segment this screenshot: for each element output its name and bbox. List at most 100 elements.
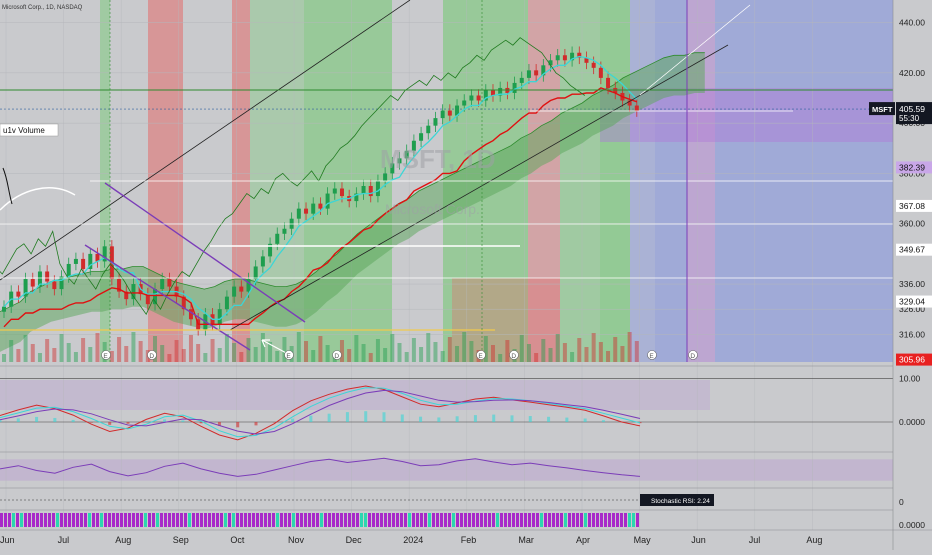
osc-band [0,380,710,410]
stoch-bar [284,513,287,527]
volume-bar [37,353,42,362]
candle-body [354,193,359,202]
stoch-rsi-tooltip-text: Stochastic RSI: 2.24 [651,498,710,505]
stoch-bar [0,513,3,527]
volume-bar [469,341,474,362]
rsi-line [0,457,641,477]
histogram-bar [510,415,514,422]
time-tick-label: Jul [58,535,70,545]
stoch-bar [476,513,479,527]
event-marker [688,350,698,360]
stoch-bar [176,513,179,527]
stoch-bar [40,513,43,527]
price-axis[interactable]: 440.00420.00400.00380.00360.00336.00326.… [869,0,932,550]
watermark-symbol: MSFT, 1D [380,144,496,174]
histogram-bar [565,417,569,422]
volume-bar [203,353,208,362]
stoch-bar [576,513,579,527]
stoch-bar [220,513,223,527]
volume-bar [584,347,589,362]
volume-bar [383,348,388,362]
histogram-bar [163,419,167,422]
stoch-bar [528,513,531,527]
histogram-bar [492,414,496,422]
channel-line-upper [104,182,306,323]
time-axis[interactable]: Jun Jul Aug Sep Oct Nov Dec 2024 Feb Mar Apr May Jun… [0,529,932,545]
volume-bar [541,339,546,362]
stoch-bar [532,513,535,527]
stoch-bar [256,513,259,527]
volume-bar [167,354,172,362]
stoch-bar [12,513,15,527]
stoch-bar [44,513,47,527]
event-marker [647,350,657,360]
stoch-bar [260,513,263,527]
stoch-bar [352,513,355,527]
stoch-bar [452,513,455,527]
stoch-bar [420,513,423,527]
volume-bar [534,353,539,362]
histogram-bar [382,412,386,422]
stoch-bar [488,513,491,527]
event-marker-label: E [286,353,291,360]
volume-bar [462,332,467,362]
candle-body [555,55,560,61]
stoch-bar [396,513,399,527]
stoch-bar [456,513,459,527]
bar-countdown: 55:30 [899,114,920,123]
volume-bar [390,334,395,362]
candle-body [275,233,280,244]
candle-body [332,188,337,194]
trendline-lower [229,44,729,331]
volume-bar [52,348,57,362]
candle-body [534,70,539,76]
candle-body [476,95,481,101]
volume-bar [88,347,93,362]
candle-body [606,77,611,88]
stoch-tick-label: 0 [899,497,904,507]
volume-bar [490,345,495,362]
volume-bar [577,338,582,362]
volume-bar [375,339,380,362]
candle-body [239,286,244,292]
volume-bar [627,332,632,362]
stoch-bar [164,513,167,527]
stoch-bar [508,513,511,527]
stoch-bar [148,513,151,527]
stoch-bar [448,513,451,527]
candle-body [526,70,531,78]
volume-bar [570,352,575,362]
stoch-bar [132,513,135,527]
stoch-bar [432,513,435,527]
price-tag-value: 305.96 [899,355,925,365]
stoch-bar [348,513,351,527]
candle-body [598,67,603,78]
volume-bar [606,351,611,362]
volume-indicator-label[interactable]: u1v Volume [0,123,59,137]
volume-bar [354,335,359,362]
volume-bar [555,334,560,362]
drawings[interactable] [0,0,893,362]
candle-body [577,52,582,58]
volume-bar [483,336,488,362]
volume-bar [397,343,402,362]
histogram-bar [547,416,551,422]
trendline-upper [0,0,411,281]
stoch-bar [60,513,63,527]
stoch-bar [200,513,203,527]
candle-body [318,203,323,209]
volume-bar [95,333,100,362]
time-tick-label: Nov [288,535,305,545]
volume-bar [347,349,352,362]
stoch-bar [484,513,487,527]
oscillator-line [0,385,641,441]
stoch-bar [428,513,431,527]
volume-bar [81,338,86,362]
histogram-bar [16,418,20,422]
stoch-bar [468,513,471,527]
stoch-bar [592,513,595,527]
volume-bar [339,340,344,362]
candle-body [16,291,21,297]
